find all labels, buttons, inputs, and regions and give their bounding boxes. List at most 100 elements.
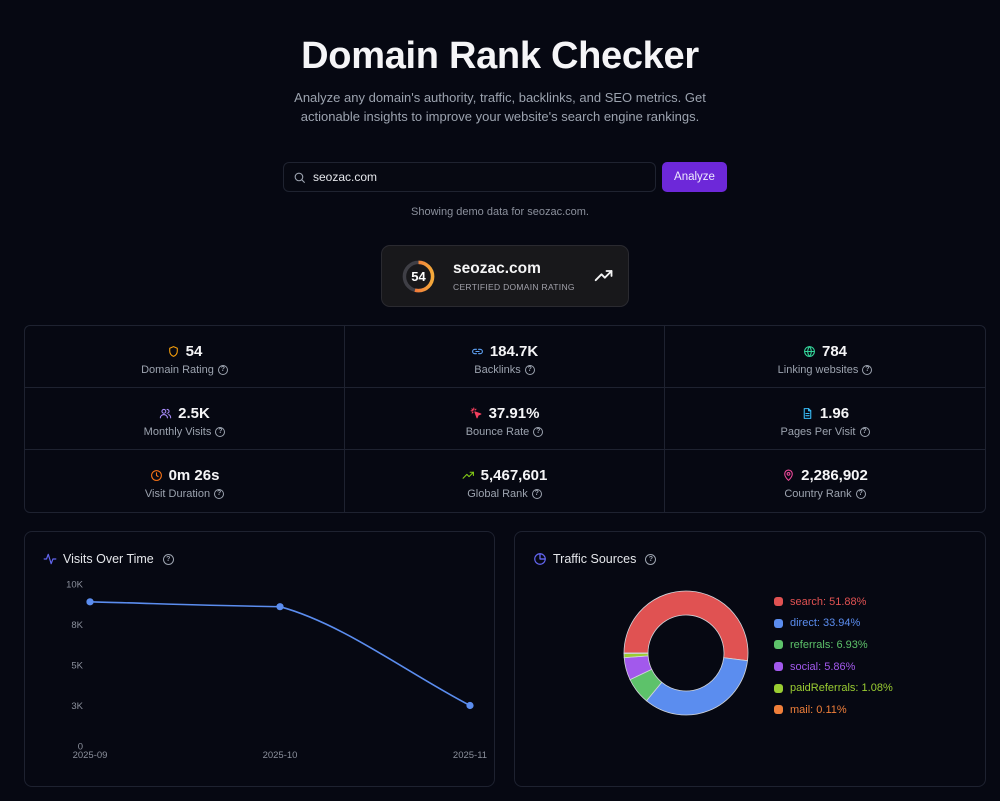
- metric-backlinks: 184.7K Backlinks?: [345, 326, 665, 388]
- legend-label: search: 51.88%: [790, 595, 867, 608]
- legend-swatch: [774, 597, 783, 607]
- legend-swatch: [774, 683, 783, 693]
- file-icon: [803, 407, 812, 419]
- metric-visit-duration: 0m 26s Visit Duration?: [25, 450, 345, 512]
- metric-linking-websites: 784 Linking websites?: [665, 326, 985, 388]
- rating-score: 54: [411, 268, 426, 284]
- map-pin-icon: [784, 469, 793, 481]
- legend-swatch: [774, 618, 783, 628]
- hero: Domain Rank Checker Analyze any domain's…: [0, 34, 1000, 126]
- x-tick-label: 2025-11: [453, 750, 487, 761]
- users-icon: [159, 408, 172, 418]
- metric-label: Country Rank: [784, 488, 852, 500]
- help-icon[interactable]: ?: [859, 427, 870, 437]
- y-tick-label: 10K: [66, 580, 84, 591]
- metric-pages-per-visit: 1.96 Pages Per Visit?: [665, 388, 985, 450]
- visits-line: [89, 601, 471, 707]
- help-icon[interactable]: ?: [533, 427, 544, 437]
- help-icon[interactable]: ?: [524, 365, 535, 375]
- x-tick-label: 2025-09: [73, 750, 108, 761]
- legend-label: social: 5.86%: [790, 660, 856, 673]
- page-title: Domain Rank Checker: [301, 35, 699, 77]
- rating-domain: seozac.com: [453, 260, 541, 277]
- search-icon: [294, 172, 305, 183]
- y-tick-label: 8K: [71, 620, 83, 631]
- y-tick-label: 3K: [71, 701, 83, 712]
- metric-label: Global Rank: [467, 488, 528, 500]
- traffic-sources-card: Traffic Sources ? search: 51.88% direct: …: [514, 531, 986, 787]
- metric-label: Backlinks: [474, 364, 521, 376]
- globe-icon: [804, 345, 815, 357]
- legend-item-direct[interactable]: direct: 33.94%: [774, 613, 893, 635]
- legend-item-mail[interactable]: mail: 0.11%: [774, 699, 893, 721]
- metric-bounce-rate: 37.91% Bounce Rate?: [345, 388, 665, 450]
- legend-item-social[interactable]: social: 5.86%: [774, 656, 893, 678]
- metric-value: 784: [821, 342, 848, 360]
- metric-label: Bounce Rate: [465, 426, 530, 438]
- legend-item-paidreferrals[interactable]: paidReferrals: 1.08%: [774, 677, 893, 699]
- metric-value: 2.5K: [178, 404, 210, 422]
- search-box[interactable]: [283, 162, 656, 192]
- help-icon[interactable]: ?: [645, 553, 657, 565]
- traffic-chart-title: Traffic Sources: [553, 552, 637, 566]
- x-tick-label: 2025-10: [263, 750, 298, 761]
- search-row: Analyze: [283, 162, 727, 192]
- shield-icon: [168, 345, 178, 357]
- help-icon[interactable]: ?: [215, 427, 226, 437]
- legend-label: direct: 33.94%: [790, 617, 861, 630]
- help-icon[interactable]: ?: [162, 553, 174, 565]
- metric-value: 184.7K: [489, 342, 539, 360]
- traffic-legend: search: 51.88% direct: 33.94% referrals: 6…: [774, 591, 893, 721]
- data-point[interactable]: [276, 603, 284, 611]
- y-tick-label: 5K: [71, 661, 83, 672]
- metric-domain-rating: 54 Domain Rating?: [25, 326, 345, 388]
- metric-value: 37.91%: [488, 404, 540, 422]
- domain-input[interactable]: [313, 170, 643, 184]
- metric-value: 2,286,902: [801, 466, 868, 484]
- visits-over-time-card: Visits Over Time ? 0 3K 5K 8K 10K 2025-09 2025…: [24, 531, 495, 787]
- visits-line-chart: 0 3K 5K 8K 10K 2025-09 2025-10 2025-11: [66, 580, 487, 762]
- visits-chart-title: Visits Over Time: [63, 552, 154, 566]
- help-icon[interactable]: ?: [217, 365, 228, 375]
- legend-swatch: [774, 640, 783, 650]
- metric-country-rank: 2,286,902 Country Rank?: [665, 450, 985, 512]
- metric-global-rank: 5,467,601 Global Rank?: [345, 450, 665, 512]
- metric-label: Domain Rating: [141, 364, 214, 376]
- y-tick-label: 0: [78, 742, 83, 753]
- demo-note: Showing demo data for seozac.com.: [411, 206, 589, 218]
- help-icon[interactable]: ?: [862, 365, 873, 375]
- legend-swatch: [774, 705, 783, 715]
- metrics-grid: 54 Domain Rating? 184.7K Backlinks? 784 Linki…: [24, 325, 986, 513]
- metric-value: 5,467,601: [480, 466, 548, 484]
- rating-subtitle: CERTIFIED DOMAIN RATING: [453, 282, 575, 292]
- pie-chart-icon: [534, 553, 546, 565]
- activity-icon: [43, 553, 57, 565]
- donut-slice-search[interactable]: [623, 590, 749, 662]
- metric-label: Pages Per Visit: [780, 426, 856, 438]
- metric-monthly-visits: 2.5K Monthly Visits?: [25, 388, 345, 450]
- domain-rating-card: 54 seozac.com CERTIFIED DOMAIN RATING: [381, 245, 629, 307]
- help-icon[interactable]: ?: [214, 489, 225, 499]
- legend-label: mail: 0.11%: [790, 703, 847, 716]
- link-icon: [471, 348, 483, 354]
- help-icon[interactable]: ?: [531, 489, 542, 499]
- metric-label: Linking websites: [777, 364, 859, 376]
- metric-label: Visit Duration: [144, 488, 211, 500]
- metric-label: Monthly Visits: [143, 426, 212, 438]
- help-icon[interactable]: ?: [855, 489, 866, 499]
- page-subtitle: Analyze any domain's authority, traffic,…: [294, 90, 706, 124]
- data-point[interactable]: [86, 598, 94, 606]
- rating-gauge: 54: [401, 259, 436, 294]
- donut-slice-direct[interactable]: [645, 657, 748, 716]
- clock-icon: [150, 469, 162, 481]
- legend-swatch: [774, 662, 783, 672]
- pointer-click-icon: [470, 407, 481, 418]
- legend-item-search[interactable]: search: 51.88%: [774, 591, 893, 613]
- metric-value: 0m 26s: [168, 466, 220, 484]
- analyze-button[interactable]: Analyze: [662, 162, 727, 192]
- legend-item-referrals[interactable]: referrals: 6.93%: [774, 634, 893, 656]
- metric-value: 1.96: [819, 404, 850, 422]
- trending-up-icon: [594, 270, 613, 282]
- traffic-donut-chart: [623, 590, 749, 716]
- data-point[interactable]: [466, 701, 474, 710]
